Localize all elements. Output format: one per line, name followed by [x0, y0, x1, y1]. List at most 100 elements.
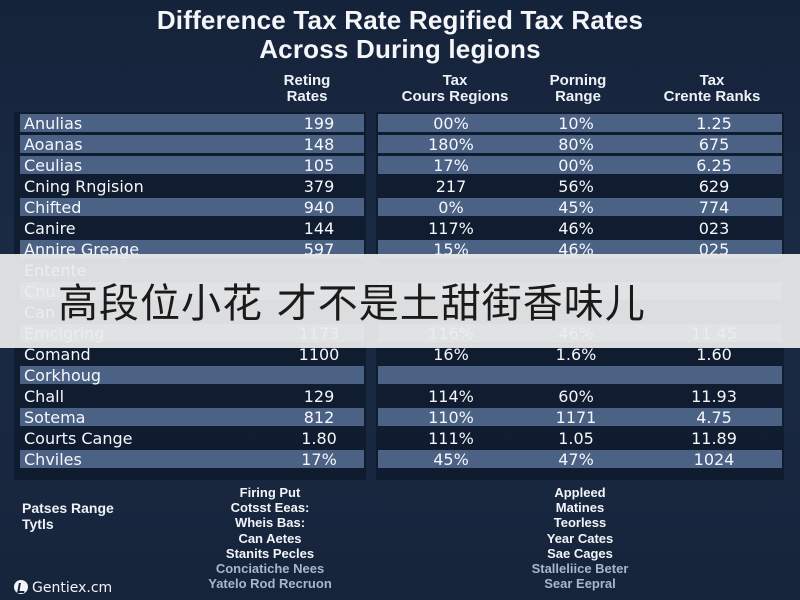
page-title: Difference Tax Rate Regified Tax Rates A…: [0, 6, 800, 64]
range-cell: 1.6%: [555, 345, 597, 364]
column-header-line: Range: [555, 88, 601, 105]
region-name-cell: Courts Cange: [24, 429, 133, 448]
tax-cell: 114%: [428, 387, 474, 406]
tax-cell: 17%: [433, 156, 469, 175]
column-header-line: Tax: [442, 72, 468, 89]
rank-cell: 11.93: [691, 387, 737, 406]
row-band-right: [378, 114, 782, 132]
legend-item: Sear Eepral: [544, 576, 616, 592]
rank-cell: 6.25: [696, 156, 732, 175]
range-cell: 46%: [558, 219, 594, 238]
tax-cell: 180%: [428, 135, 474, 154]
legend-item: Wheis Bas:: [234, 515, 306, 531]
legend-item: Year Cates: [546, 530, 614, 546]
rate-cell: 1100: [298, 345, 340, 364]
column-header-line: Reting: [283, 72, 331, 89]
legend-item: Sae Cages: [547, 545, 613, 561]
tax-cell: 0%: [438, 198, 464, 217]
range-cell: 45%: [558, 198, 594, 217]
legend-left-title-line: Tytls: [22, 516, 54, 532]
table-row: Chviles 17% 45% 47% 1024: [14, 448, 784, 469]
legend-left-title-line: Patses Range: [22, 500, 114, 516]
row-band-right: [378, 156, 782, 174]
legend-item: Teorless: [553, 515, 607, 531]
table-row: Cning Rngision 379 217 56% 629: [14, 175, 784, 196]
table-row: Courts Cange 1.80 111% 1.05 11.89: [14, 427, 784, 448]
table-row: Sotema 812 110% 1171 4.75: [14, 406, 784, 427]
row-band-right: [378, 198, 782, 216]
tax-cell: 110%: [428, 408, 474, 427]
table-row: Chall 129 114% 60% 11.93: [14, 385, 784, 406]
title-line-2: Across During legions: [259, 34, 541, 64]
rank-cell: 11.89: [691, 429, 737, 448]
range-cell: 1.05: [558, 429, 594, 448]
table-row: Annire Greage 597 15% 46% 025: [14, 238, 784, 259]
overlay-banner: [0, 254, 800, 348]
rate-cell: 144: [303, 219, 335, 238]
region-name-cell: Chifted: [24, 198, 82, 217]
column-header-line: Rates: [286, 88, 328, 105]
table-row: Comand 1100 16% 1.6% 1.60: [14, 343, 784, 364]
brand-footer: Gentiex.cm: [14, 580, 112, 596]
region-name-cell: Cning Rngision: [24, 177, 144, 196]
rank-cell: 4.75: [696, 408, 732, 427]
table-row: Canire 144 117% 46% 023: [14, 217, 784, 238]
row-band-right: [378, 240, 782, 258]
column-header-line: Porning: [549, 72, 607, 89]
tax-cell: 117%: [428, 219, 474, 238]
row-band-right: [378, 408, 782, 426]
region-name-cell: Anulias: [24, 114, 83, 133]
rank-cell: 1.60: [696, 345, 732, 364]
region-name-cell: Sotema: [24, 408, 86, 427]
rate-cell: 105: [303, 156, 335, 175]
column-header-range: Porning Range: [528, 73, 628, 105]
row-band-left: [20, 135, 364, 153]
range-cell: 60%: [558, 387, 594, 406]
row-band-right: [378, 450, 782, 468]
rank-cell: 1.25: [696, 114, 732, 133]
row-band-left: [20, 156, 364, 174]
legend-right: Appleed Matines Teorless Year Cates Sae Cage…: [470, 485, 690, 591]
table-row: Ceulias 105 17% 00% 6.25: [14, 154, 784, 175]
row-band-left: [20, 366, 364, 384]
tax-cell: 217: [435, 177, 467, 196]
legend-item: Firing Put: [239, 485, 301, 500]
region-name-cell: Comand: [24, 345, 91, 364]
table-row: Aoanas 148 180% 80% 675: [14, 133, 784, 154]
rate-cell: 17%: [301, 450, 337, 469]
region-name-cell: Aoanas: [24, 135, 83, 154]
rank-cell: 023: [698, 219, 730, 238]
legend-item: Yatelo Rod Recruon: [208, 576, 332, 592]
column-header-line: Crente Ranks: [663, 88, 761, 105]
region-name-cell: Canire: [24, 219, 76, 238]
region-name-cell: Ceulias: [24, 156, 83, 175]
region-name-cell: Chall: [24, 387, 65, 406]
rank-cell: 629: [698, 177, 730, 196]
column-header-rates: Reting Rates: [262, 73, 352, 105]
row-band-left: [20, 240, 364, 258]
legend-item: Matines: [555, 500, 605, 516]
legend-item: Cotsst Eeas:: [230, 500, 310, 516]
rank-cell: 774: [698, 198, 730, 217]
tax-cell: 16%: [433, 345, 469, 364]
legend-item: Appleed: [554, 485, 606, 500]
table-row: Chifted 940 0% 45% 774: [14, 196, 784, 217]
range-cell: 1171: [555, 408, 597, 427]
legend-item: Stanits Pecles: [225, 545, 315, 561]
rate-cell: 379: [303, 177, 335, 196]
rank-cell: 675: [698, 135, 730, 154]
legend-item: Can Aetes: [238, 530, 302, 546]
rate-cell: 1.80: [301, 429, 337, 448]
tax-cell: 111%: [428, 429, 474, 448]
overlay-banner-text: 高段位小花 才不是土甜街香味儿: [58, 281, 646, 327]
table-row: Anulias 199 00% 10% 1.25: [14, 112, 784, 133]
range-cell: 80%: [558, 135, 594, 154]
brand-logo-icon: [14, 580, 28, 594]
rate-cell: 199: [303, 114, 335, 133]
column-header-line: Tax: [699, 72, 725, 89]
column-header-tax-regions: Tax Cours Regions: [380, 73, 530, 105]
row-band-left: [20, 114, 364, 132]
legend-middle: Firing Put Cotsst Eeas: Wheis Bas: Can Aete…: [160, 485, 380, 591]
range-cell: 47%: [558, 450, 594, 469]
rate-cell: 812: [303, 408, 335, 427]
